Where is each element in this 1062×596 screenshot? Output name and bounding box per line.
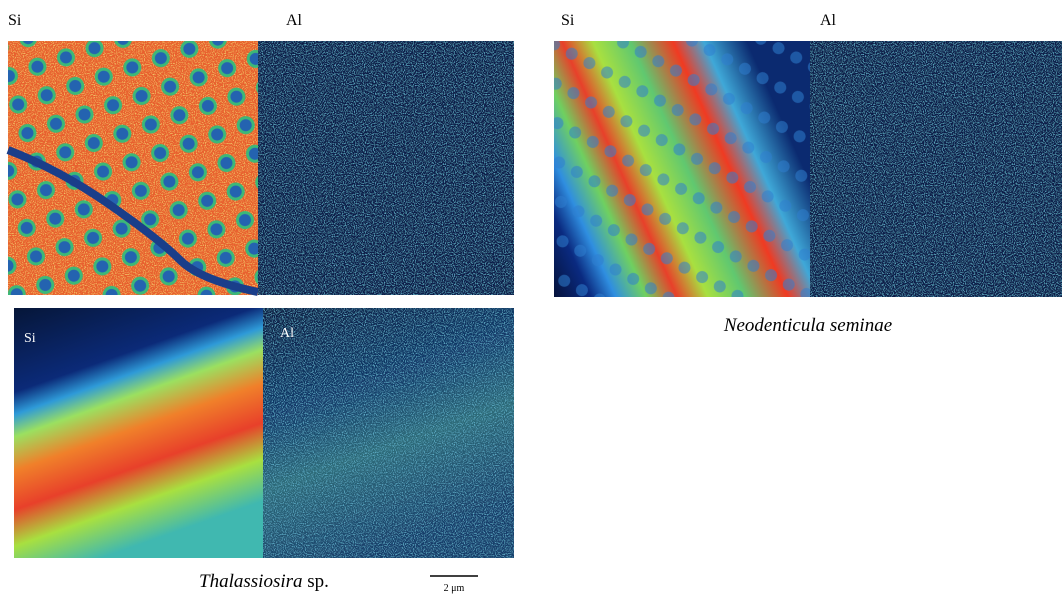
label: Si	[8, 12, 22, 29]
pores	[554, 41, 810, 297]
al-map	[263, 308, 514, 558]
scale-label: 2 μm	[444, 583, 465, 594]
caption: Neodenticula seminae	[723, 315, 892, 336]
label: Al	[280, 326, 294, 341]
label: Si	[561, 12, 575, 29]
caption: Thalassiosira sp.	[199, 571, 329, 592]
label: Si	[24, 331, 36, 346]
caption-rest: sp.	[307, 571, 329, 592]
figure: Si Al Si Al Neodenticula seminae Si Al T…	[0, 0, 1062, 596]
figure-art: Si Al Si Al Neodenticula seminae Si Al T…	[0, 0, 1062, 596]
label: Al	[820, 12, 837, 29]
al-map	[258, 41, 514, 295]
caption-italic: Thalassiosira	[199, 571, 302, 592]
label: Al	[286, 12, 303, 29]
si-map	[14, 308, 263, 558]
al-map	[810, 41, 1062, 297]
